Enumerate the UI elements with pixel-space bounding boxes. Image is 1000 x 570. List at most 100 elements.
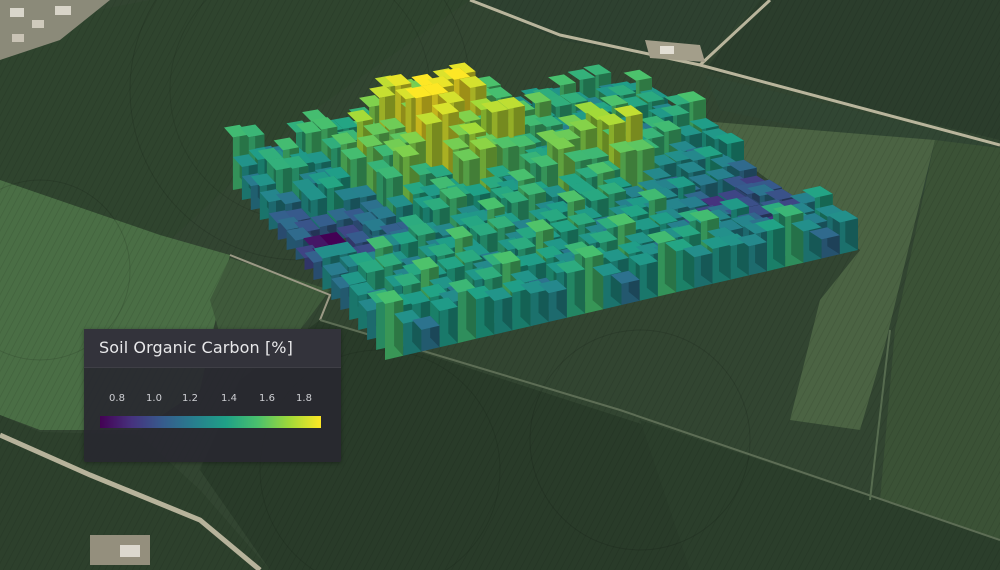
voxel-top-face	[607, 84, 636, 96]
voxel-top-face	[429, 176, 457, 189]
voxel-top-face	[550, 219, 579, 233]
track-west	[229, 254, 332, 321]
legend-tick-label: 1.2	[182, 393, 198, 404]
voxel-top-face	[518, 182, 546, 196]
building	[660, 46, 674, 54]
pivot-arc	[259, 349, 501, 570]
voxel-side-face	[719, 236, 731, 280]
voxel-top-face	[556, 190, 585, 203]
building	[12, 34, 24, 42]
voxel-top-face	[481, 100, 509, 113]
voxel-top-face	[386, 194, 413, 208]
voxel-top-face	[454, 110, 481, 123]
voxel-top-face	[305, 151, 332, 164]
voxel-top-face	[345, 230, 373, 244]
soil-carbon-voxel-layer[interactable]	[224, 62, 858, 361]
voxel-top-face	[250, 173, 276, 187]
voxel-top-face	[552, 129, 581, 142]
legend-tick-row: 0.8 1.0 1.2 1.4 1.6 1.8	[84, 393, 341, 407]
voxel-top-face	[502, 279, 531, 293]
voxel-top-face	[474, 266, 503, 281]
voxel-top-face	[535, 129, 564, 142]
voxel-top-face	[369, 85, 396, 98]
voxel-top-face	[646, 230, 677, 244]
voxel-top-face	[737, 233, 767, 247]
voxel-top-face	[586, 161, 615, 175]
voxel-top-face	[660, 197, 690, 210]
voxel-top-face	[379, 117, 406, 130]
voxel-top-face	[508, 135, 536, 148]
voxel-top-face	[286, 227, 313, 241]
voxel-top-face	[439, 186, 467, 200]
voxel-top-face	[491, 136, 520, 149]
voxel-top-face	[518, 252, 547, 267]
voxel-top-face	[448, 62, 476, 75]
voxel-top-face	[398, 214, 426, 228]
voxel-top-face	[466, 285, 495, 300]
voxel-top-face	[485, 86, 513, 99]
voxel-top-face	[755, 218, 786, 232]
road-north	[469, 0, 1000, 147]
track-east	[869, 329, 891, 501]
voxel-top-face	[610, 270, 640, 284]
voxel-top-face	[544, 95, 572, 107]
voxel-top-face	[681, 149, 711, 161]
settlement-nw	[0, 0, 110, 60]
voxel-top-face	[402, 290, 431, 305]
building	[10, 8, 24, 17]
voxel-top-face	[666, 176, 696, 189]
voxel-top-face	[350, 185, 377, 198]
voxel-top-face	[567, 212, 596, 226]
voxel-top-face	[682, 244, 713, 258]
voxel-side-face	[592, 245, 604, 310]
voxel-top-face	[631, 217, 661, 231]
voxel-side-face	[574, 260, 586, 314]
voxel-top-face	[719, 198, 749, 211]
voxel-top-face	[359, 95, 385, 108]
voxel-top-face	[340, 271, 367, 285]
building	[120, 545, 140, 557]
voxel-top-face	[597, 113, 626, 126]
voxel-top-face	[322, 262, 349, 276]
voxel-top-face	[647, 154, 677, 166]
road-north-branch	[698, 0, 772, 67]
voxel-top-face	[791, 219, 822, 232]
voxel-top-face	[310, 213, 337, 227]
voxel-top-face	[411, 73, 438, 87]
voxel-top-face	[608, 140, 638, 153]
voxel-top-face	[487, 215, 515, 229]
voxel-top-face	[415, 112, 443, 125]
voxel-top-face	[319, 232, 346, 246]
voxel-top-face	[743, 221, 774, 234]
building	[32, 20, 44, 28]
voxel-top-face	[445, 225, 473, 240]
voxel-top-face	[330, 241, 357, 256]
voxel-top-face	[603, 176, 632, 189]
voxel-top-face	[277, 216, 304, 230]
voxel-top-face	[556, 260, 586, 274]
voxel-top-face	[597, 182, 626, 195]
voxel-top-face	[617, 241, 647, 255]
voxel-top-face	[558, 173, 587, 186]
pivot-arc	[0, 179, 131, 361]
voxel-top-face	[538, 279, 567, 294]
legend-tick-label: 1.4	[221, 393, 237, 404]
voxel-top-face	[789, 192, 820, 204]
voxel-top-face	[523, 91, 552, 104]
voxel-top-face	[525, 219, 554, 233]
voxel-top-face	[376, 289, 404, 304]
voxel-top-face	[580, 147, 609, 160]
voxel-top-face	[289, 152, 315, 165]
legend-color-ramp	[100, 416, 321, 428]
voxel-top-face	[432, 102, 459, 115]
voxel-top-face	[425, 164, 453, 178]
voxel-top-face	[347, 109, 374, 123]
voxel-top-face	[313, 244, 340, 259]
voxel-top-face	[742, 204, 773, 217]
voxel-top-face	[796, 213, 828, 226]
voxel-top-face	[311, 117, 338, 130]
voxel-top-face	[532, 88, 560, 100]
voxel-top-face	[671, 224, 701, 238]
